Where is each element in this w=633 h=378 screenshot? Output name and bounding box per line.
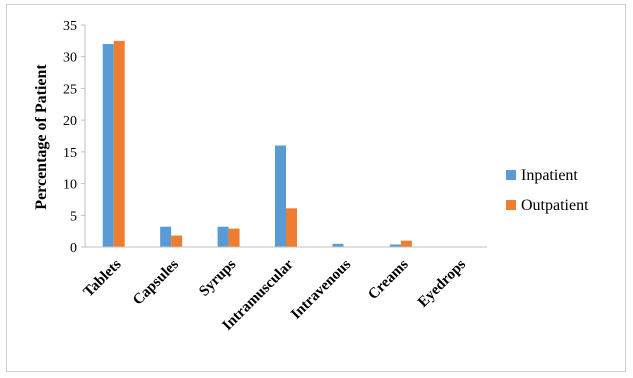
bar-outpatient-tablets [113,40,125,247]
y-tick-label: 10 [63,178,77,193]
bar-inpatient-capsules [160,226,172,247]
y-tick-label: 30 [63,51,77,66]
y-tick-label: 0 [70,241,77,256]
x-tick-label: Capsules [130,256,182,308]
legend-label-outpatient: Outpatient [521,197,589,214]
y-tick-label: 25 [63,82,77,97]
bars [102,40,412,248]
y-axis: 0 5 10 15 20 25 30 35 [63,19,86,256]
bar-inpatient-creams [389,244,401,247]
x-tick-label: Syrups [196,256,239,299]
bar-inpatient-syrups [217,226,229,247]
y-tick-label: 35 [63,19,77,34]
x-tick-label: Tablets [81,256,125,300]
y-tick-label: 5 [70,209,77,224]
y-tick-label: 15 [63,146,77,161]
x-tick-label: Eyedrops [415,256,469,310]
x-tick-label: Creams [365,256,412,303]
bar-outpatient-syrups [228,228,240,247]
bar-outpatient-intramuscular [286,208,297,247]
legend-swatch-inpatient [506,170,516,180]
bar-outpatient-creams [400,240,412,247]
bar-inpatient-intravenous [332,243,344,247]
bar-inpatient-intramuscular [275,145,286,247]
legend-label-inpatient: Inpatient [521,167,578,184]
y-tick-label: 20 [63,114,77,129]
x-tick-label: Intravenous [288,256,354,322]
legend-swatch-outpatient [506,200,516,210]
legend: Inpatient Outpatient [506,167,589,214]
bar-outpatient-capsules [171,235,183,247]
y-axis-title: Percentage of Patient [33,64,50,210]
x-axis: Tablets Capsules SyrupsIntramuscularIntrav… [81,246,487,334]
bar-inpatient-tablets [102,44,114,248]
